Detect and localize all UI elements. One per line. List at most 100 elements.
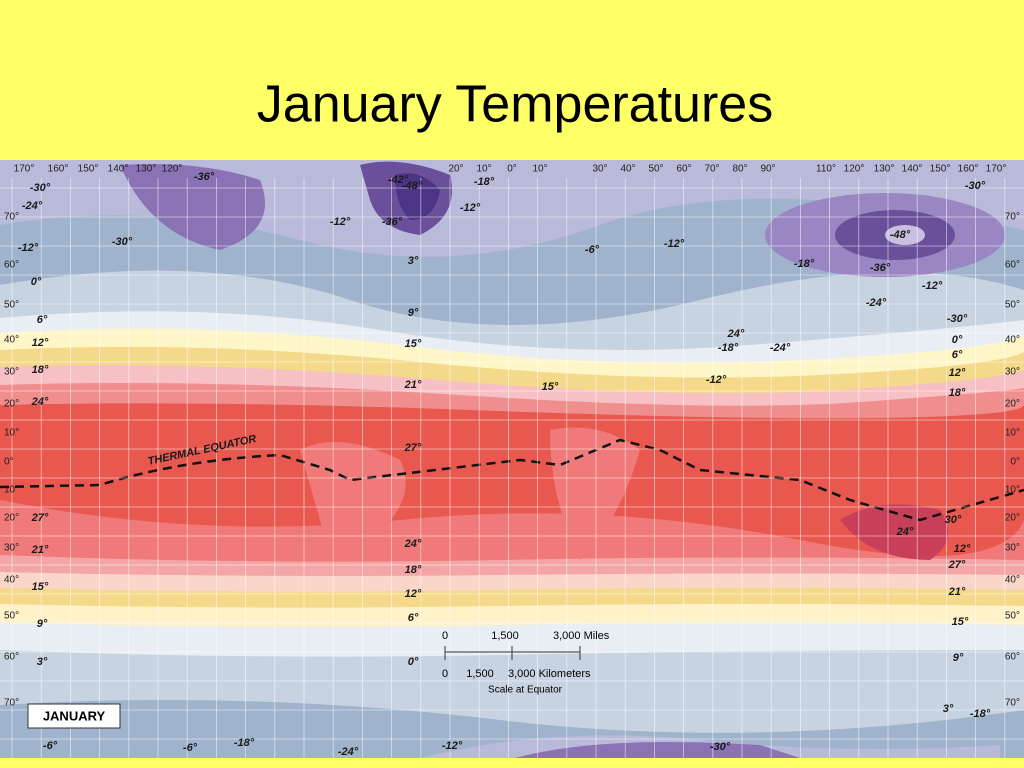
canada-cold xyxy=(120,164,265,250)
isotherm-label: 3° xyxy=(943,703,954,715)
band xyxy=(0,700,1024,758)
isotherm-label: -30° xyxy=(710,741,731,753)
isotherm-label: -12° xyxy=(922,280,943,292)
longitude-label: 0° xyxy=(507,164,517,175)
latitude-label: 40° xyxy=(4,575,19,586)
longitude-label: 110° xyxy=(816,164,836,175)
isotherm-label: 9° xyxy=(953,652,964,664)
month-box xyxy=(27,703,121,729)
isotherm-label: 24° xyxy=(404,538,422,550)
isotherm-label: 12° xyxy=(405,588,422,600)
longitude-label: 170° xyxy=(986,164,1007,175)
greenland-coldest xyxy=(395,173,440,220)
latitude-label: 70° xyxy=(1005,212,1020,223)
longitude-label: 70° xyxy=(704,164,719,175)
latitude-label: 40° xyxy=(1005,575,1020,586)
longitude-label: 170° xyxy=(14,164,35,175)
isotherm-label: 30° xyxy=(945,514,962,526)
scale-caption: Scale at Equator xyxy=(488,685,563,696)
isotherm-label: -18° xyxy=(234,737,255,749)
isotherm-label: -18° xyxy=(474,176,495,188)
isotherm-label: -12° xyxy=(706,374,727,386)
longitude-label: 140° xyxy=(902,164,923,175)
isotherm-label: -12° xyxy=(330,216,351,228)
longitude-label: 10° xyxy=(532,164,547,175)
longitude-label: 10° xyxy=(476,164,491,175)
isotherm-label: -30° xyxy=(30,182,51,194)
isotherm-label: -24° xyxy=(22,200,43,212)
isotherm-label: 15° xyxy=(32,581,49,593)
longitude-label: 150° xyxy=(930,164,951,175)
latitude-label: 30° xyxy=(4,367,19,378)
latitude-label: 60° xyxy=(4,652,19,663)
isotherm-label: -36° xyxy=(194,171,215,183)
longitude-label: 20° xyxy=(448,164,463,175)
isotherm-label: 0° xyxy=(408,656,419,668)
slide-title: January Temperatures xyxy=(257,76,773,134)
isotherm-label: 6° xyxy=(37,314,48,326)
isotherm-label: 27° xyxy=(948,559,966,571)
latitude-label: 70° xyxy=(4,698,19,709)
latitude-label: 30° xyxy=(4,543,19,554)
isotherm-label: -30° xyxy=(965,180,986,192)
latitude-label: 10° xyxy=(1005,485,1020,496)
isotherm-label: 15° xyxy=(542,381,559,393)
isotherm-label: -24° xyxy=(770,342,791,354)
longitude-label: 40° xyxy=(620,164,635,175)
scale-label: 3,000 Kilometers xyxy=(508,668,591,680)
isotherm-label: 12° xyxy=(32,337,49,349)
map: 170° 160° 150° 140° 130° 120° 20° 10° 0° 10° 30° 40… xyxy=(0,160,1024,758)
australia-hot xyxy=(840,504,948,560)
isotherm-label: -6° xyxy=(43,740,58,752)
latitude-label: 20° xyxy=(1005,399,1020,410)
isotherm-label: 12° xyxy=(949,367,966,379)
isotherm-label: 6° xyxy=(408,612,419,624)
isotherm-label: 27° xyxy=(31,512,49,524)
isotherm-label: 18° xyxy=(405,564,422,576)
isotherm-label: 6° xyxy=(952,349,963,361)
longitude-label: 130° xyxy=(874,164,895,175)
isotherm-label: 0° xyxy=(952,334,963,346)
isotherm-label: -36° xyxy=(870,262,891,274)
isotherm-label: 3° xyxy=(37,656,48,668)
latitude-label: 10° xyxy=(4,485,19,496)
isotherm-label: -6° xyxy=(585,244,600,256)
scale-label: 1,500 xyxy=(491,630,519,642)
latitude-label: 60° xyxy=(4,260,19,271)
isotherm-label: -12° xyxy=(442,740,463,752)
isotherm-label: -30° xyxy=(112,236,133,248)
isotherm-label: 9° xyxy=(37,618,48,630)
isotherm-label: -48° xyxy=(402,180,423,192)
scale-bar: 0 1,500 3,000 Miles 0 1,500 3,000 Kilome… xyxy=(442,630,610,696)
isotherm-label: -6° xyxy=(183,742,198,754)
latitude-label: 60° xyxy=(1005,652,1020,663)
latitude-label: 20° xyxy=(4,513,19,524)
latitude-label: 30° xyxy=(1005,367,1020,378)
band xyxy=(515,741,800,758)
isotherm-label: 24° xyxy=(896,526,914,538)
isotherm-label: -30° xyxy=(947,313,968,325)
isotherm-label: 15° xyxy=(405,338,422,350)
scale-label: 0 xyxy=(442,630,448,642)
latitude-label: 40° xyxy=(1005,335,1020,346)
isotherm-label: 12° xyxy=(954,543,971,555)
isotherm-label: -18° xyxy=(970,708,991,720)
longitude-label: 150° xyxy=(78,164,99,175)
longitude-label: 60° xyxy=(676,164,691,175)
latitude-label: 40° xyxy=(4,335,19,346)
thermal-equator xyxy=(0,438,1024,522)
isotherm-label: -42° xyxy=(388,174,409,186)
isotherm-label: 0° xyxy=(31,276,42,288)
isotherm-label: 27° xyxy=(404,442,422,454)
latitude-label: 50° xyxy=(4,300,19,311)
isotherm-label: -18° xyxy=(794,258,815,270)
latitude-label: 70° xyxy=(4,212,19,223)
africa xyxy=(550,427,640,560)
isotherm-label: 21° xyxy=(404,379,422,391)
latitude-label: 70° xyxy=(1005,698,1020,709)
isotherm-label: -24° xyxy=(866,297,887,309)
map-labels: 170° 160° 150° 140° 130° 120° 20° 10° 0° 10° 30° 40… xyxy=(4,164,1020,758)
longitude-label: 30° xyxy=(592,164,607,175)
isotherm-label: 24° xyxy=(31,396,49,408)
